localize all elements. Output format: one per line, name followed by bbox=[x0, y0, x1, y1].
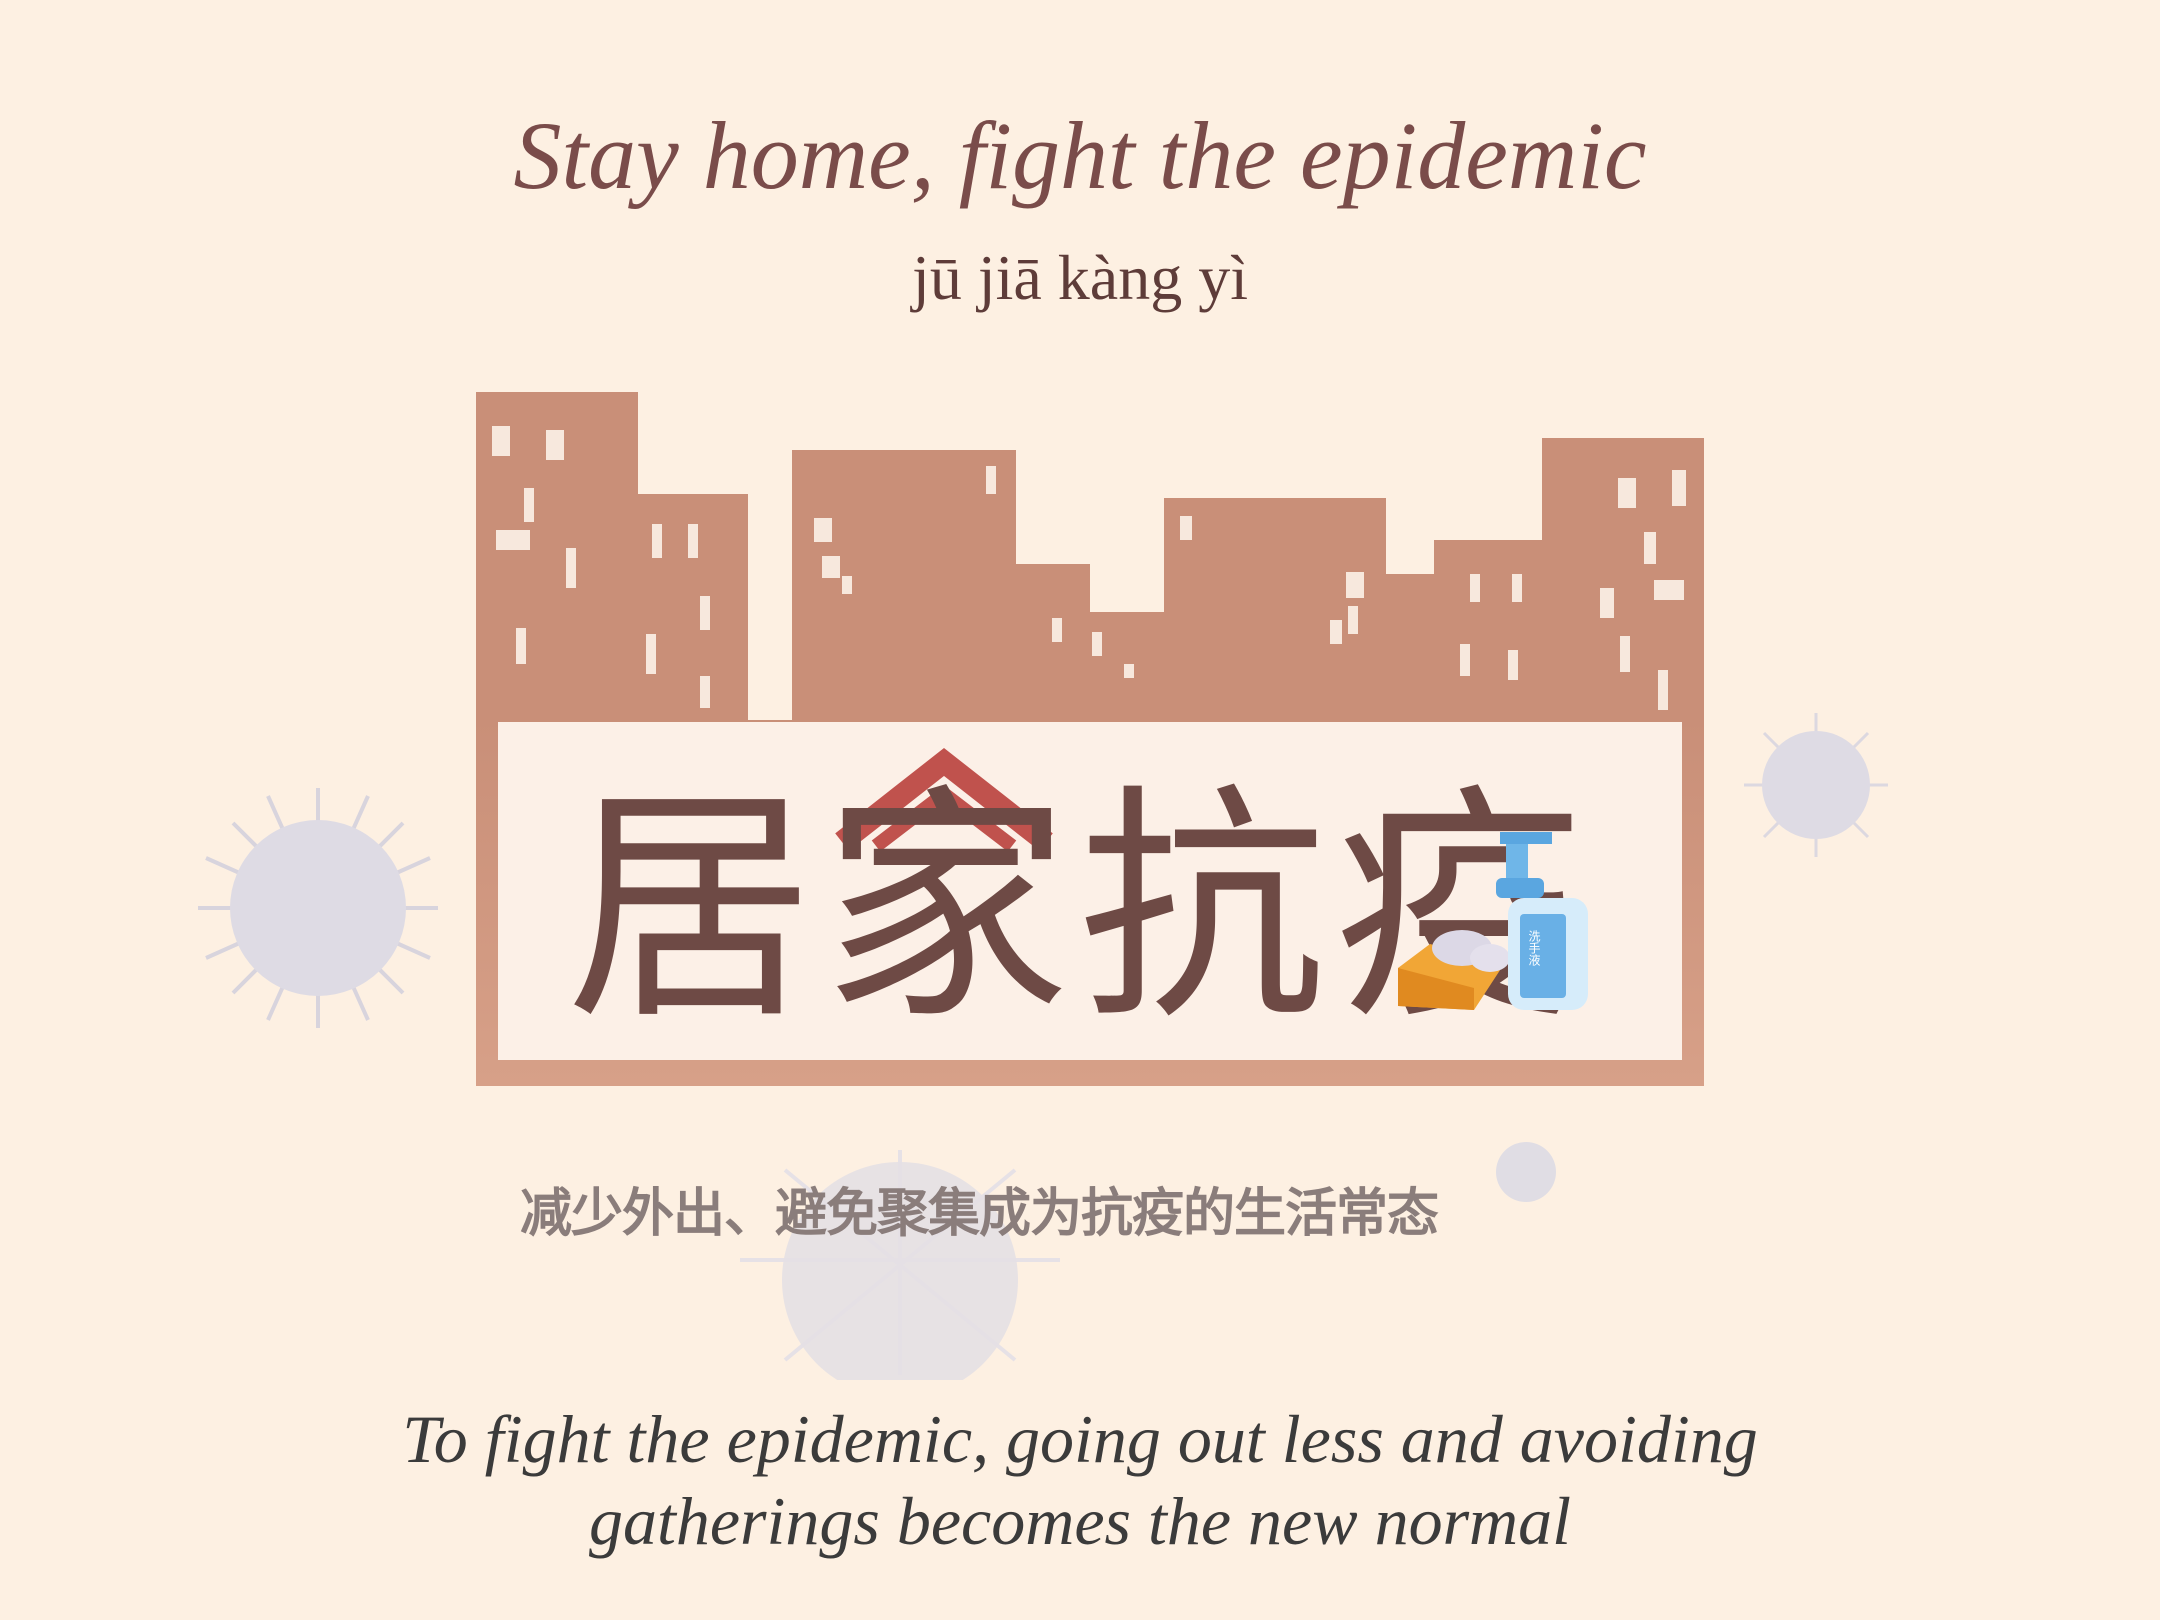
pinyin-subtitle: jū jiā kàng yì bbox=[912, 242, 1248, 313]
hand-sanitizer-icon: 洗手液 bbox=[1496, 832, 1588, 1010]
house-roof-icon bbox=[835, 748, 1053, 852]
chinese-subtitle: 减少外出、避免聚集成为抗疫的生活常态 bbox=[520, 1184, 1439, 1244]
english-translation: To fight the epidemic, going out less an… bbox=[0, 1398, 2160, 1562]
virus-icon-bottom bbox=[740, 1150, 1060, 1380]
page-title: Stay home, fight the epidemic bbox=[513, 102, 1647, 209]
building-windows bbox=[492, 426, 1686, 710]
sign-panel bbox=[498, 722, 1682, 1060]
virus-icon-right bbox=[1744, 713, 1888, 857]
bottle-label: 洗手液 bbox=[1527, 930, 1541, 966]
virus-icon-small bbox=[1496, 1142, 1556, 1202]
virus-icon-left bbox=[198, 788, 438, 1028]
main-characters: 居家抗疫 bbox=[566, 765, 1590, 1053]
soap-bar-icon bbox=[1398, 930, 1510, 1010]
translation-line-1: To fight the epidemic, going out less an… bbox=[402, 1401, 1758, 1477]
translation-line-2: gatherings becomes the new normal bbox=[588, 1483, 1572, 1559]
